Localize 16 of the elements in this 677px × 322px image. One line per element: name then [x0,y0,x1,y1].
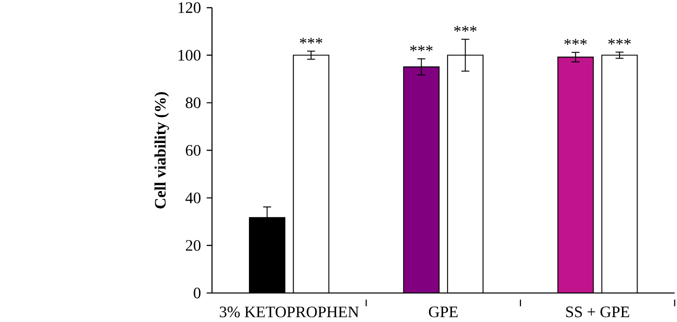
annotation: *** [608,38,631,45]
y-tick-label: 100 [178,50,200,61]
y-tick-label: 40 [185,192,200,204]
annotation: *** [454,26,477,32]
y-tick-label: 120 [178,2,200,14]
x-tick-label: GPE [428,306,458,318]
annotation: *** [564,39,587,45]
x-tick-label: SS + GPE [566,306,630,318]
annotation: *** [410,45,433,52]
y-tick-label: 20 [186,240,200,251]
y-axis-title: Cell viability (%) [154,92,169,208]
x-tick-label: 3% KETOPROPHEN [220,306,359,318]
y-tick-label: 60 [186,144,200,156]
y-tick-label: 0 [194,288,200,298]
annotation: *** [300,38,322,44]
y-tick-label: 80 [186,97,200,108]
